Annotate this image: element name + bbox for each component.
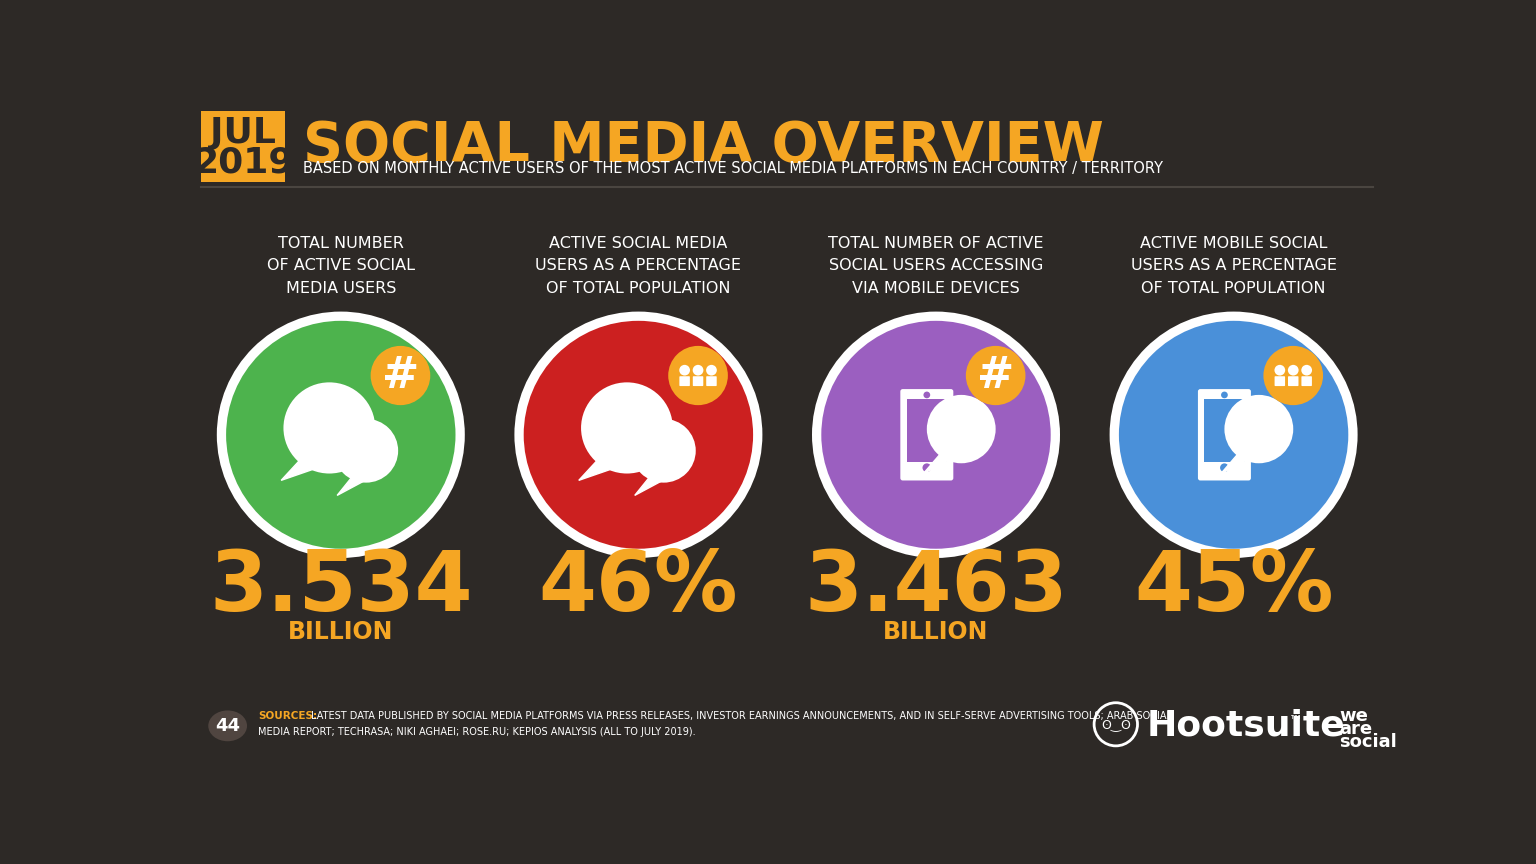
Circle shape (923, 391, 931, 398)
Text: ™: ™ (1289, 713, 1303, 727)
Text: SOCIAL MEDIA OVERVIEW: SOCIAL MEDIA OVERVIEW (303, 119, 1104, 173)
Text: BASED ON MONTHLY ACTIVE USERS OF THE MOST ACTIVE SOCIAL MEDIA PLATFORMS IN EACH : BASED ON MONTHLY ACTIVE USERS OF THE MOS… (303, 161, 1163, 176)
Polygon shape (336, 472, 379, 495)
Text: social: social (1339, 733, 1396, 751)
Circle shape (813, 312, 1060, 558)
Circle shape (926, 395, 995, 463)
Text: ACTIVE MOBILE SOCIAL
USERS AS A PERCENTAGE
OF TOTAL POPULATION: ACTIVE MOBILE SOCIAL USERS AS A PERCENTA… (1130, 236, 1336, 295)
Circle shape (668, 346, 728, 405)
Ellipse shape (209, 710, 247, 741)
Circle shape (581, 383, 673, 473)
Circle shape (1301, 365, 1312, 376)
Text: ACTIVE SOCIAL MEDIA
USERS AS A PERCENTAGE
OF TOTAL POPULATION: ACTIVE SOCIAL MEDIA USERS AS A PERCENTAG… (536, 236, 742, 295)
Circle shape (284, 383, 375, 473)
Circle shape (693, 365, 703, 376)
Circle shape (923, 463, 931, 472)
Polygon shape (634, 472, 676, 495)
Text: BILLION: BILLION (883, 619, 989, 644)
FancyBboxPatch shape (693, 376, 703, 386)
Text: SOURCES:: SOURCES: (258, 711, 316, 721)
Text: MEDIA REPORT; TECHRASA; NIKI AGHAEI; ROSE.RU; KEPIOS ANALYSIS (ALL TO JULY 2019): MEDIA REPORT; TECHRASA; NIKI AGHAEI; ROS… (258, 727, 696, 737)
FancyBboxPatch shape (1289, 376, 1298, 386)
Circle shape (631, 419, 696, 483)
Circle shape (1220, 463, 1229, 472)
Polygon shape (1221, 449, 1266, 473)
Polygon shape (281, 453, 333, 480)
FancyBboxPatch shape (707, 376, 717, 386)
Text: 3.534: 3.534 (209, 547, 473, 628)
Text: 45%: 45% (1134, 547, 1333, 628)
Text: 👁: 👁 (1020, 449, 1034, 469)
Text: 44: 44 (215, 717, 240, 735)
Circle shape (707, 365, 717, 376)
Text: Hootsuite: Hootsuite (1147, 708, 1346, 743)
FancyBboxPatch shape (1204, 399, 1244, 461)
Text: 3.463: 3.463 (805, 547, 1068, 628)
Circle shape (1275, 365, 1286, 376)
Circle shape (1221, 391, 1227, 398)
Text: TOTAL NUMBER
OF ACTIVE SOCIAL
MEDIA USERS: TOTAL NUMBER OF ACTIVE SOCIAL MEDIA USER… (267, 236, 415, 295)
Text: 46%: 46% (539, 547, 739, 628)
Circle shape (515, 312, 762, 558)
Text: LATEST DATA PUBLISHED BY SOCIAL MEDIA PLATFORMS VIA PRESS RELEASES, INVESTOR EAR: LATEST DATA PUBLISHED BY SOCIAL MEDIA PL… (312, 711, 1172, 721)
Text: are: are (1339, 720, 1372, 738)
FancyBboxPatch shape (1198, 389, 1250, 480)
Circle shape (1224, 395, 1293, 463)
Text: #: # (977, 354, 1014, 397)
Circle shape (226, 321, 456, 549)
Polygon shape (579, 453, 631, 480)
FancyBboxPatch shape (679, 376, 690, 386)
Circle shape (217, 312, 465, 558)
Circle shape (1287, 365, 1298, 376)
Polygon shape (923, 449, 968, 473)
Circle shape (333, 419, 398, 483)
Circle shape (966, 346, 1026, 405)
Circle shape (524, 321, 753, 549)
Circle shape (1118, 321, 1349, 549)
Text: we: we (1339, 707, 1369, 725)
Circle shape (679, 365, 690, 376)
Text: we
are
social: we are social (412, 435, 450, 484)
Text: BILLION: BILLION (289, 619, 393, 644)
Text: ☀: ☀ (717, 450, 742, 478)
Text: ʘ‿ʘ: ʘ‿ʘ (1101, 718, 1130, 731)
Text: JUL: JUL (210, 116, 276, 150)
Circle shape (370, 346, 430, 405)
FancyBboxPatch shape (1301, 376, 1312, 386)
Circle shape (822, 321, 1051, 549)
Circle shape (1264, 346, 1322, 405)
Circle shape (1109, 312, 1358, 558)
FancyBboxPatch shape (900, 389, 954, 480)
FancyBboxPatch shape (201, 111, 286, 182)
FancyBboxPatch shape (1275, 376, 1286, 386)
Text: TOTAL NUMBER OF ACTIVE
SOCIAL USERS ACCESSING
VIA MOBILE DEVICES: TOTAL NUMBER OF ACTIVE SOCIAL USERS ACCE… (828, 236, 1044, 295)
Text: 2019: 2019 (194, 145, 293, 179)
Text: #: # (382, 354, 419, 397)
FancyBboxPatch shape (906, 399, 948, 461)
